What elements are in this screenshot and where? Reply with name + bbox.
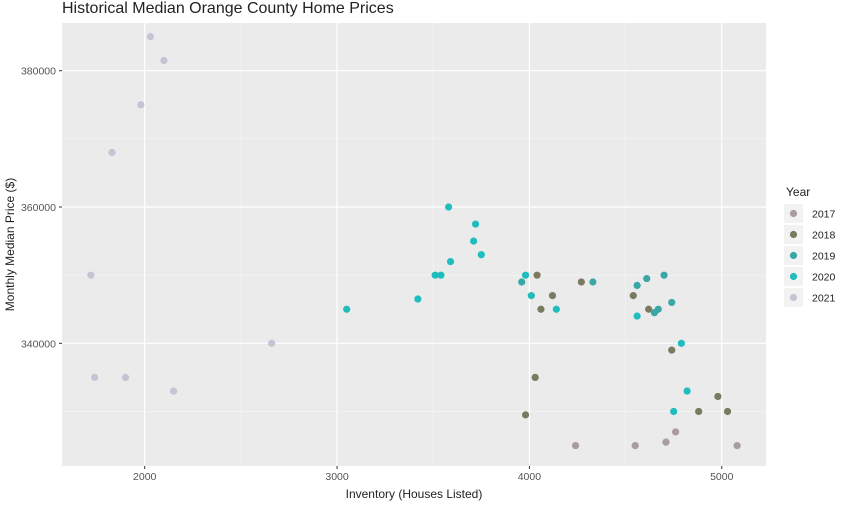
data-point-2020 <box>677 339 685 347</box>
data-point-2021 <box>146 33 155 41</box>
x-tick-label: 4000 <box>518 471 542 483</box>
data-point-2020 <box>437 271 445 279</box>
data-point-2020 <box>521 271 530 279</box>
legend-key-2018 <box>789 230 798 239</box>
y-axis-title: Monthly Median Price ($) <box>3 178 17 311</box>
data-point-2017 <box>662 438 670 446</box>
data-point-2019 <box>668 298 676 307</box>
data-point-2018 <box>531 373 539 381</box>
x-tick-label: 2000 <box>133 471 157 483</box>
legend-label-2018: 2018 <box>812 230 836 242</box>
data-point-2018 <box>723 407 732 416</box>
data-point-2021 <box>91 373 99 381</box>
data-point-2020 <box>670 407 678 416</box>
legend-key-2020 <box>789 272 798 281</box>
data-point-2018 <box>668 346 676 354</box>
legend: Year 2017 2018 2019 2020 2021 <box>784 185 836 307</box>
legend-label-2019: 2019 <box>812 251 836 263</box>
data-point-2021 <box>87 271 95 279</box>
data-point-2019 <box>589 278 597 286</box>
grid-lines <box>62 23 766 466</box>
data-point-2017 <box>631 441 639 450</box>
legend-key-2021 <box>789 293 798 302</box>
data-point-2017 <box>571 441 580 450</box>
data-point-2020 <box>683 387 691 395</box>
data-point-2020 <box>446 257 455 266</box>
legend-key-2019 <box>789 251 798 260</box>
x-tick-label: 3000 <box>325 471 349 483</box>
data-point-2017 <box>671 428 680 436</box>
data-point-2021 <box>121 373 130 381</box>
y-tick-label: 380000 <box>21 66 56 78</box>
data-point-2018 <box>537 305 545 313</box>
data-point-2021 <box>268 339 276 347</box>
legend-label-2017: 2017 <box>812 209 836 221</box>
chart-title: Historical Median Orange County Home Pri… <box>62 0 394 17</box>
data-point-2019 <box>633 281 641 289</box>
data-points <box>87 33 741 450</box>
data-point-2020 <box>527 292 535 300</box>
data-point-2019 <box>660 271 668 279</box>
plot-panel <box>62 23 766 466</box>
data-point-2020 <box>343 305 351 313</box>
data-point-2017 <box>733 441 741 450</box>
data-point-2021 <box>137 101 145 109</box>
data-point-2020 <box>552 305 560 313</box>
y-tick-label: 340000 <box>21 338 56 350</box>
data-point-2020 <box>431 271 439 279</box>
legend-label-2021: 2021 <box>812 293 836 305</box>
data-point-2018 <box>629 292 637 300</box>
x-tick-label: 5000 <box>710 471 734 483</box>
data-point-2020 <box>445 203 453 211</box>
data-point-2020 <box>471 220 480 228</box>
legend-label-2020: 2020 <box>812 272 836 284</box>
data-point-2020 <box>477 251 485 259</box>
data-point-2019 <box>518 278 526 286</box>
data-point-2020 <box>633 312 641 320</box>
data-point-2018 <box>695 407 703 416</box>
x-axis-title: Inventory (Houses Listed) <box>346 487 483 501</box>
data-point-2018 <box>645 305 653 313</box>
data-point-2020 <box>470 237 478 245</box>
data-point-2018 <box>548 292 557 300</box>
data-point-2019 <box>643 274 651 283</box>
data-point-2018 <box>577 278 585 286</box>
data-point-2018 <box>521 411 530 419</box>
data-point-2018 <box>714 392 722 401</box>
legend-key-2017 <box>789 209 798 218</box>
data-point-2021 <box>108 148 116 157</box>
y-tick-label: 360000 <box>21 202 56 214</box>
data-point-2018 <box>533 271 541 279</box>
data-point-2021 <box>169 387 178 395</box>
legend-title: Year <box>786 185 810 199</box>
axes: 2000 3000 4000 5000 340000 360000 380000 <box>21 66 734 483</box>
data-point-2019 <box>654 305 662 313</box>
data-point-2020 <box>414 295 422 303</box>
data-point-2021 <box>160 56 168 65</box>
